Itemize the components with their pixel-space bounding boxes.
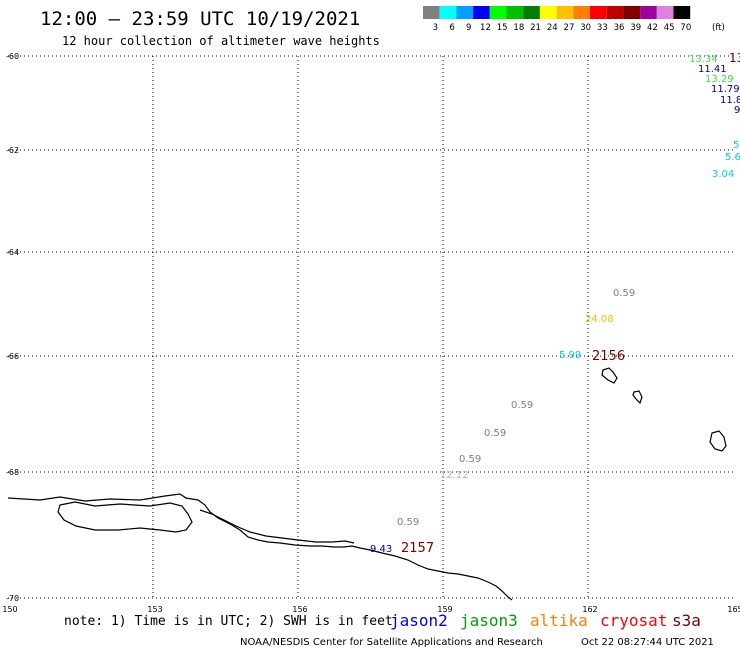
legend-label: 45 — [664, 23, 675, 33]
wave-height-legend: 3 6 9 12 15 18 21 24 27 30 33 36 39 42 45 70 — [423, 6, 691, 33]
wave-height-value: 11.79 — [711, 84, 740, 95]
legend-swatch — [656, 6, 674, 19]
legend-label: 24 — [547, 23, 558, 33]
wave-height-value: 13.29 — [705, 74, 734, 85]
legend-swatch — [623, 6, 641, 19]
legend-swatch — [523, 6, 540, 19]
wave-height-value: 5 — [733, 140, 739, 151]
legend-label: 27 — [564, 23, 575, 33]
lon-tick-label: 153 — [147, 605, 162, 614]
legend-label: 9 — [466, 23, 471, 33]
legend-swatch — [556, 6, 574, 19]
pass-label: 2156 — [592, 349, 625, 364]
legend-label: 12 — [480, 23, 491, 33]
legend-swatch — [489, 6, 507, 19]
wave-height-value: 3.04 — [712, 169, 734, 180]
legend-label: 21 — [530, 23, 541, 33]
legend-label: 3 — [433, 23, 438, 33]
legend-swatch — [506, 6, 524, 19]
legend-swatch — [673, 6, 691, 19]
legend-swatch — [590, 6, 607, 19]
legend-label: 36 — [614, 23, 625, 33]
legend-swatch — [439, 6, 457, 19]
satellite-name: jason2 — [390, 611, 448, 630]
lon-tick-label: 156 — [292, 605, 307, 614]
wave-height-value: 5.6 — [725, 152, 740, 163]
legend-swatch — [606, 6, 624, 19]
lon-tick-label: 165 — [727, 605, 740, 614]
wave-height-value: 0.59 — [613, 288, 635, 299]
satellite-name: s3a — [672, 611, 701, 630]
lat-tick-label: -60 — [6, 52, 19, 61]
legend-swatch — [640, 6, 657, 19]
legend-swatch — [539, 6, 557, 19]
legend-label: 18 — [513, 23, 524, 33]
lat-tick-label: -64 — [6, 248, 19, 257]
wave-height-value: 11.8 — [720, 95, 740, 106]
map-title: 12:00 – 23:59 UTC 10/19/2021 — [40, 8, 360, 30]
lat-tick-label: -62 — [6, 146, 19, 155]
satellite-name: cryosat — [600, 611, 667, 630]
lon-tick-label: 159 — [437, 605, 452, 614]
wave-height-value: 11.41 — [698, 64, 727, 75]
island-1 — [601, 367, 618, 384]
lat-tick-label: -66 — [6, 352, 19, 361]
footer-timestamp: Oct 22 08:27:44 UTC 2021 — [581, 637, 714, 648]
legend-swatch — [423, 6, 440, 19]
wave-height-value: 24.08 — [585, 314, 614, 325]
legend-label: 42 — [647, 23, 658, 33]
legend-label: 39 — [630, 23, 641, 33]
legend-label: 70 — [680, 23, 691, 33]
lon-tick-label: 150 — [2, 605, 17, 614]
ice-shelf-outline — [57, 501, 193, 533]
satellite-name: altika — [530, 611, 588, 630]
antarctic-coastline — [7, 493, 513, 601]
wave-height-value: 13 — [729, 51, 740, 65]
legend-unit: (ft) — [712, 23, 725, 33]
wave-height-value: 0.59 — [459, 454, 481, 465]
legend-label: 33 — [597, 23, 608, 33]
wave-height-value: 0.59 — [397, 517, 419, 528]
wave-height-value: 0.59 — [484, 428, 506, 439]
wave-height-value: 12.12 — [440, 470, 469, 481]
wave-height-value: 9.43 — [370, 544, 392, 555]
wave-height-value: 0.59 — [511, 400, 533, 411]
footer-credit: NOAA/NESDIS Center for Satellite Applica… — [240, 637, 543, 648]
legend-label: 30 — [580, 23, 591, 33]
island-3 — [709, 430, 727, 452]
wave-height-value: 13.34 — [689, 54, 718, 65]
legend-label: 6 — [449, 23, 454, 33]
wave-height-value: 5.99 — [559, 350, 581, 361]
lat-tick-label: -68 — [6, 468, 19, 477]
legend-label: 15 — [497, 23, 508, 33]
satellite-key: jason2 jason3 altika cryosat s3a — [390, 611, 701, 630]
wave-height-value: 9 — [734, 105, 740, 116]
lat-lon-grid: 150 153 156 159 162 165 -60 -62 -64 -66 -68 -70 — [2, 52, 740, 614]
legend-swatch — [456, 6, 474, 19]
satellite-name: jason3 — [460, 611, 518, 630]
lon-tick-label: 162 — [582, 605, 597, 614]
island-2 — [632, 390, 643, 405]
footer-note: note: 1) Time is in UTC; 2) SWH is in fe… — [64, 614, 393, 629]
map-subtitle: 12 hour collection of altimeter wave hei… — [62, 34, 380, 48]
inlet-outline — [199, 509, 355, 544]
legend-swatch — [573, 6, 590, 19]
pass-label: 2157 — [401, 541, 434, 556]
legend-swatch — [473, 6, 490, 19]
lat-tick-label: -70 — [6, 594, 19, 603]
